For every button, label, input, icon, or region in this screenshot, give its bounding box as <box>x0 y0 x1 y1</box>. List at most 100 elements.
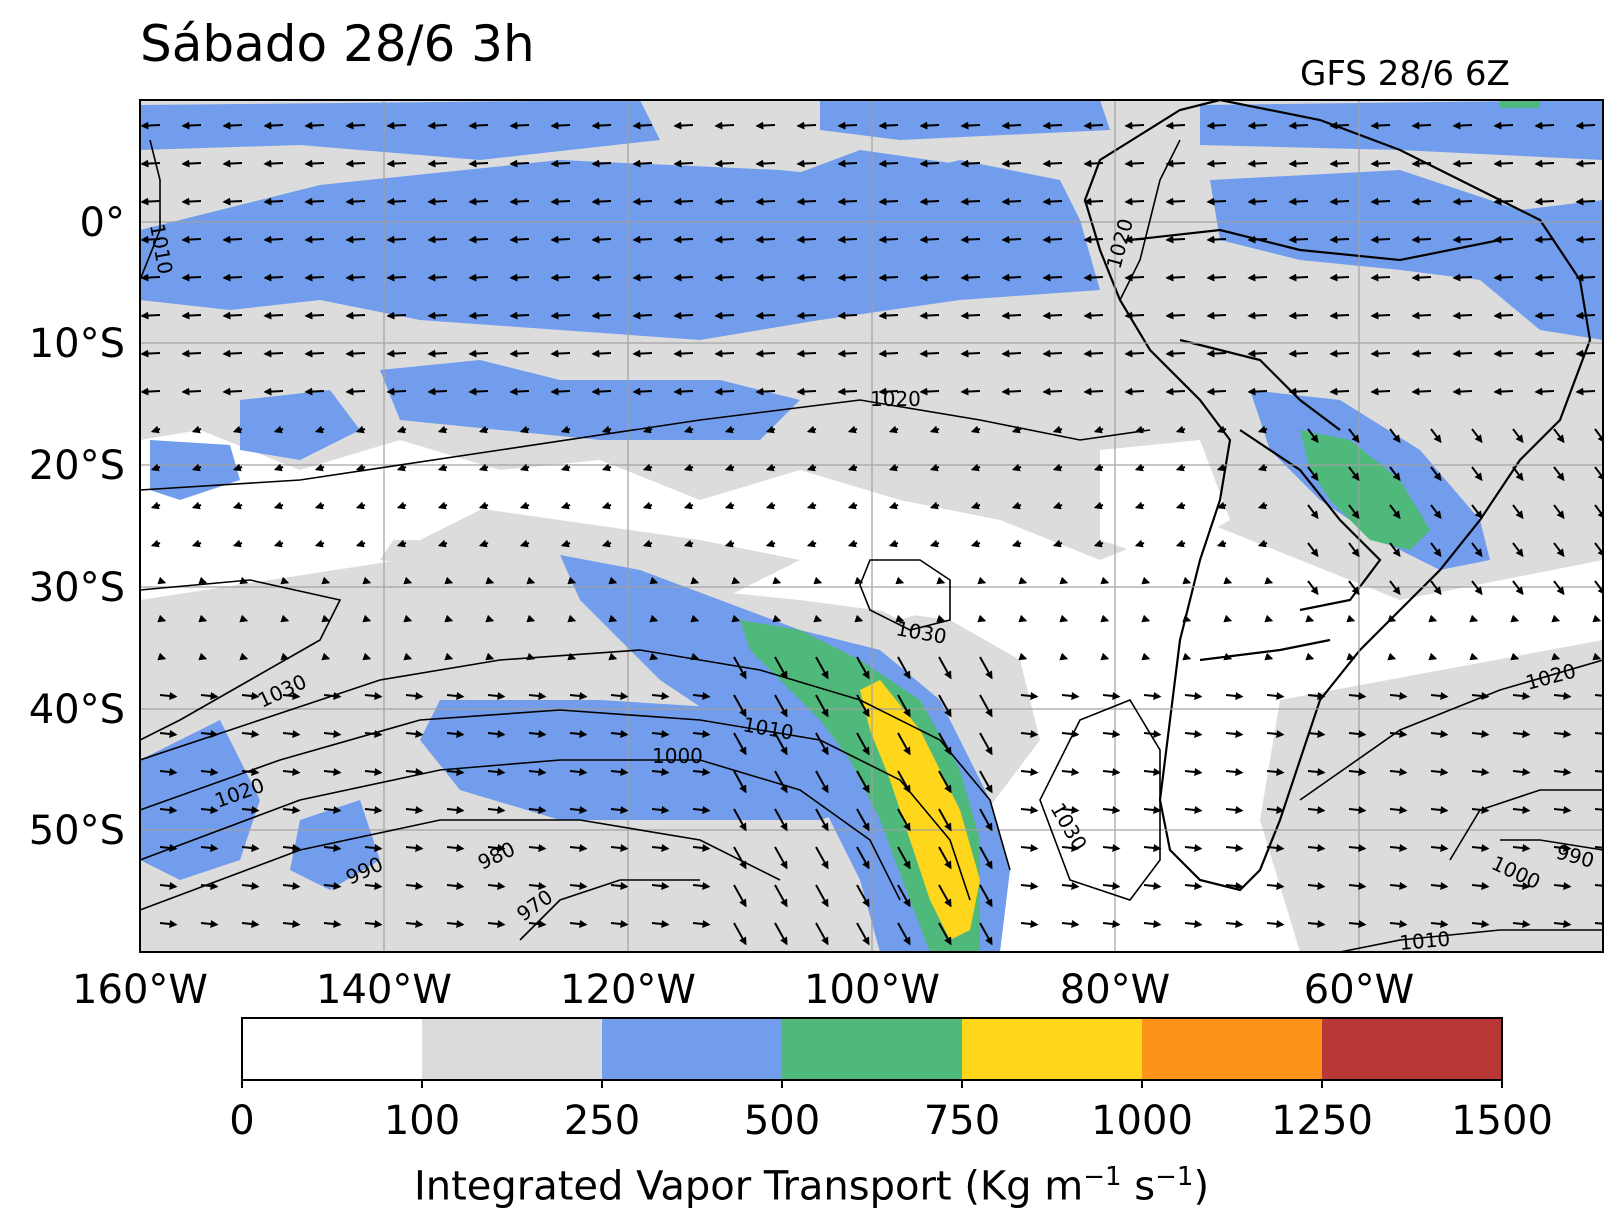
ivt-vector-arrow <box>1264 614 1274 623</box>
ivt-vector-arrow <box>1471 843 1490 852</box>
ivt-vector-arrow <box>755 235 776 244</box>
colorbar-title-exp: −1 <box>1155 1162 1194 1192</box>
ivt-vector-arrow <box>396 463 407 472</box>
ivt-vector-arrow <box>1575 235 1596 244</box>
ivt-vector-arrow <box>1512 428 1524 444</box>
ivt-vector-arrow <box>919 159 940 168</box>
ivt-vector-arrow <box>1165 387 1186 396</box>
ivt-vector-arrow <box>1430 881 1449 890</box>
ivt-vector-arrow <box>241 919 260 928</box>
ivt-vector-arrow <box>1143 805 1162 814</box>
ivt-vector-arrow <box>1102 881 1121 890</box>
ivt-vector-arrow <box>560 539 571 548</box>
ivt-vector-arrow <box>323 767 342 776</box>
ivt-vector-arrow <box>550 349 571 358</box>
ivt-vector-arrow <box>1052 539 1063 548</box>
ivt-vector-arrow <box>815 732 829 756</box>
ivt-vector-arrow <box>796 159 817 168</box>
ivt-vector-arrow <box>1553 542 1565 558</box>
ivt-vector-arrow <box>1020 881 1039 890</box>
ivt-vector-arrow <box>970 463 981 472</box>
ivt-vector-arrow <box>355 539 366 548</box>
ivt-vector-arrow <box>519 539 530 548</box>
ivt-vector-arrow <box>478 539 489 548</box>
ivt-vector-arrow <box>550 311 571 320</box>
ivt-vector-arrow <box>321 576 331 585</box>
ivt-vector-arrow <box>1452 311 1473 320</box>
ivt-vector-arrow <box>1184 919 1203 928</box>
ivt-vector-arrow <box>1348 767 1367 776</box>
ivt-vector-arrow <box>1266 843 1285 852</box>
ivt-vector-arrow <box>1370 387 1391 396</box>
ivt-vector-arrow <box>1001 121 1022 130</box>
ivt-vector-arrow <box>446 729 465 738</box>
ivt-vector-arrow <box>1512 919 1531 928</box>
ivt-vector-arrow <box>1143 691 1162 700</box>
ivt-vector-arrow <box>323 881 342 890</box>
ivt-vector-arrow <box>140 197 161 206</box>
ivt-vector-arrow <box>528 805 547 814</box>
ivt-vector-arrow <box>714 273 735 282</box>
ivt-vector-arrow <box>1471 691 1490 700</box>
ivt-vector-arrow <box>856 884 870 908</box>
ivt-vector-arrow <box>405 691 424 700</box>
colorbar-tick-label: 250 <box>564 1098 640 1144</box>
ivt-vector-arrow <box>1469 614 1479 623</box>
ivt-vector-arrow <box>1510 652 1520 661</box>
ivt-vector-arrow <box>405 843 424 852</box>
ivt-vector-arrow <box>1493 197 1514 206</box>
ivt-vector-arrow <box>1493 235 1514 244</box>
ivt-vector-arrow <box>159 767 178 776</box>
ivt-vector-arrow <box>364 691 383 700</box>
ivt-vector-arrow <box>765 463 776 472</box>
ivt-vector-arrow <box>1225 919 1244 928</box>
ivt-vector-arrow <box>856 846 870 870</box>
ivt-vector-arrow <box>263 387 284 396</box>
ivt-vector-arrow <box>468 197 489 206</box>
ivt-vector-arrow <box>304 197 325 206</box>
ivt-vector-arrow <box>979 922 993 946</box>
ivt-vector-arrow <box>632 273 653 282</box>
ivt-vector-arrow <box>1141 652 1151 661</box>
ivt-vector-arrow <box>345 197 366 206</box>
ivt-vector-arrow <box>642 501 653 510</box>
ivt-vector-arrow <box>1206 311 1227 320</box>
ivt-vector-arrow <box>487 919 506 928</box>
ivt-vector-arrow <box>1389 881 1408 890</box>
ivt-vector-arrow <box>1452 235 1473 244</box>
ivt-vector-arrow <box>731 576 741 585</box>
ivt-vector-arrow <box>232 501 243 510</box>
ivt-vector-arrow <box>1001 311 1022 320</box>
ivt-vector-arrow <box>468 311 489 320</box>
ivt-vector-arrow <box>1042 311 1063 320</box>
ivt-vector-arrow <box>919 387 940 396</box>
ivt-vector-arrow <box>509 235 530 244</box>
ivt-vector-arrow <box>1348 805 1367 814</box>
ivt-vector-arrow <box>1592 652 1602 661</box>
ivt-vector-arrow <box>1452 197 1473 206</box>
ivt-vector-arrow <box>895 576 905 585</box>
ivt-vector-arrow <box>919 273 940 282</box>
ivt-vector-arrow <box>1370 197 1391 206</box>
ivt-vector-arrow <box>673 273 694 282</box>
ivt-vector-arrow <box>437 463 448 472</box>
ivt-vector-arrow <box>1247 159 1268 168</box>
ivt-vector-arrow <box>1011 425 1022 434</box>
ivt-vector-arrow <box>198 576 208 585</box>
ivt-vector-arrow <box>897 846 911 870</box>
ivt-vector-arrow <box>1061 805 1080 814</box>
ivt-vector-arrow <box>560 425 571 434</box>
ivt-vector-arrow <box>263 197 284 206</box>
colorbar-swatch <box>962 1018 1142 1080</box>
ivt-vector-arrow <box>1430 466 1442 482</box>
ivt-vector-arrow <box>263 159 284 168</box>
ivt-vector-arrow <box>1165 121 1186 130</box>
ivt-vector-arrow <box>1020 691 1039 700</box>
ivt-vector-arrow <box>837 121 858 130</box>
ivt-vector-arrow <box>1061 881 1080 890</box>
ivt-vector-arrow <box>427 197 448 206</box>
ivt-vector-arrow <box>140 349 161 358</box>
ivt-vector-arrow <box>897 884 911 908</box>
ivt-vector-arrow <box>364 919 383 928</box>
